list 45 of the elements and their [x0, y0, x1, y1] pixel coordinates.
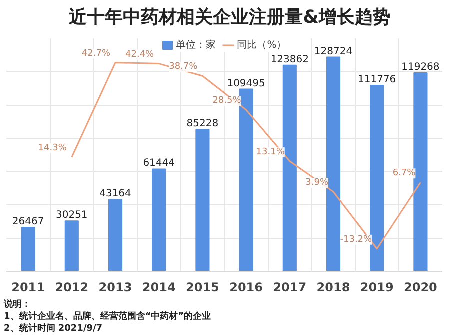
legend-label: 同比（%） [237, 38, 287, 52]
legend-label: 单位：家 [176, 38, 216, 52]
bar [152, 168, 166, 272]
data-label: 13.1% [256, 147, 286, 158]
data-label: 38.7% [169, 62, 198, 72]
chart-title: 近十年中药材相关企业注册量&增长趋势 [69, 6, 391, 30]
x-tick-label: 2017 [273, 280, 307, 294]
x-tick-label: 2018 [316, 280, 350, 294]
data-label: 111776 [358, 74, 396, 86]
data-label: 85228 [186, 118, 219, 130]
x-tick-label: 2015 [186, 280, 220, 294]
data-label: 109495 [227, 78, 266, 90]
x-tick-label: 2019 [360, 280, 394, 294]
data-label: -13.2% [340, 234, 373, 245]
text: 2、统计时间 2021/9/7 [4, 324, 103, 334]
x-tick-label: 2020 [404, 280, 438, 294]
data-label: 28.5% [212, 96, 242, 106]
bar [282, 64, 297, 272]
x-tick-label: 2012 [55, 280, 89, 294]
bar [196, 129, 210, 272]
data-label: 42.7% [82, 48, 111, 59]
data-label: 30251 [56, 210, 88, 222]
x-tick-label: 2016 [230, 280, 264, 294]
data-label: 14.3% [38, 143, 68, 154]
data-label: 26467 [12, 216, 44, 228]
text: 说明： [4, 300, 31, 310]
bar [21, 226, 36, 272]
x-tick-label: 2013 [98, 280, 132, 294]
data-label: 123862 [270, 54, 309, 66]
data-label: 119268 [402, 62, 440, 74]
text: 1、统计企业名、品牌、经营范围含“中药材”的企业 [4, 312, 212, 322]
data-label: 3.9% [306, 178, 329, 188]
bar [370, 84, 384, 272]
data-label: 43164 [100, 188, 132, 200]
data-label: 128724 [314, 46, 353, 58]
bar [64, 220, 79, 272]
data-label: 6.7% [392, 168, 416, 179]
bar [239, 88, 254, 272]
bar [326, 56, 341, 272]
data-label: 61444 [143, 158, 176, 170]
x-tick-label: 2011 [12, 280, 46, 294]
bar [108, 199, 123, 272]
bar [414, 72, 428, 272]
data-label: 42.4% [126, 50, 155, 60]
x-tick-label: 2014 [142, 280, 176, 294]
